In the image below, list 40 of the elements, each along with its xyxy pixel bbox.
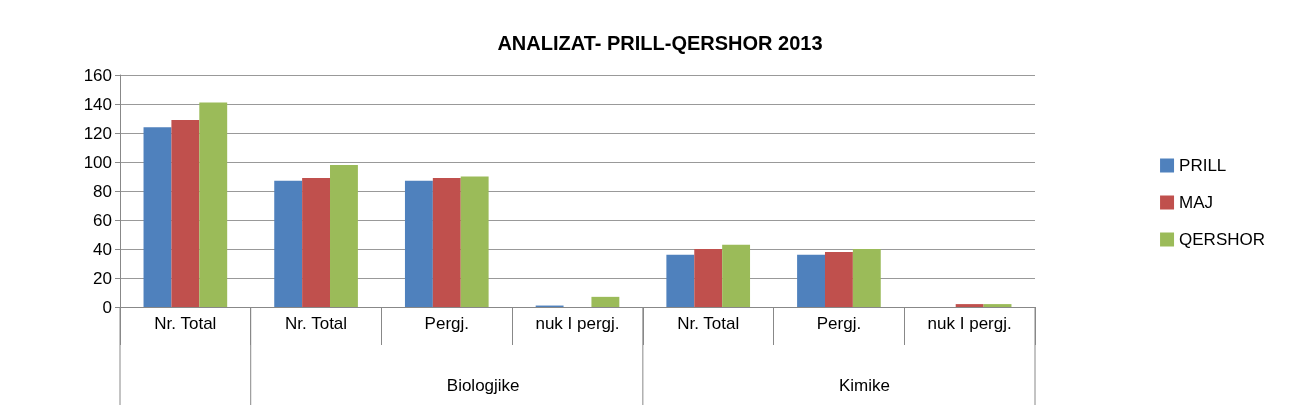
legend-label: PRILL [1179,156,1227,175]
bar [274,180,303,307]
x-tick-label: Nr. Total [285,314,348,333]
bar [824,251,853,307]
x-tick-label: Pergj. [424,314,469,333]
text: Kimike [838,376,890,395]
y-tick-label: 100 [83,152,112,172]
bar [330,164,358,307]
bar [171,119,200,307]
legend-label: QERSHOR [1179,230,1266,249]
text: Biologjike [446,376,520,395]
bar [591,296,620,307]
y-tick-label: 0 [102,297,112,317]
x-tick-label: nuk I pergj. [535,314,620,333]
y-tick-label: 20 [93,268,112,288]
bar [955,304,984,307]
bar [302,177,331,307]
x-tick-label: Nr. Total [677,314,740,333]
y-tick-label: 140 [83,94,112,114]
x-tick-label: Nr. Total [154,314,217,333]
y-tick-label: 80 [93,181,112,201]
bar [460,176,489,307]
chart-title: ANALIZAT- PRILL-QERSHOR 2013 [497,32,823,54]
bar [199,102,228,307]
y-tick-label: 40 [93,239,112,259]
x-tick-label: Pergj. [816,314,862,333]
bar [666,254,695,307]
bar [432,177,461,307]
legend-label: MAJ [1179,193,1214,212]
bar [852,249,881,307]
bar [143,127,172,307]
bar [722,244,751,307]
x-tick-label: nuk I pergj. [927,314,1012,333]
y-tick-label: 60 [93,210,112,230]
bar [404,180,433,307]
y-tick-label: 160 [83,65,112,85]
bar [694,249,723,307]
bar [983,304,1012,307]
y-tick-label: 120 [83,123,112,143]
bar [797,254,825,307]
